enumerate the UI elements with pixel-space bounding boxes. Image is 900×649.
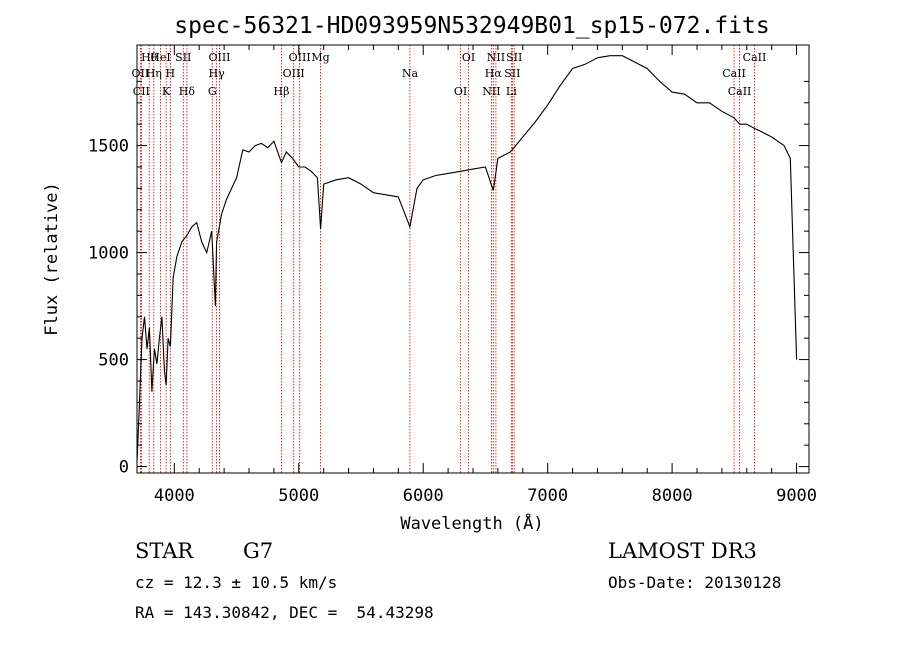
x-tick-label: 6000 [403, 486, 444, 506]
x-tick-label: 8000 [652, 486, 693, 506]
survey-name: LAMOST DR3 [608, 539, 757, 563]
x-tick-label: 9000 [776, 486, 817, 506]
chart-title: spec-56321-HD093959N532949B01_sp15-072.f… [174, 13, 769, 39]
line-label: G [208, 85, 217, 98]
coordinates-text: RA = 143.30842, DEC = 54.43298 [135, 603, 434, 622]
line-label: Hγ [209, 67, 226, 80]
observation-date: Obs-Date: 20130128 [608, 573, 782, 592]
line-label: NII [482, 85, 500, 98]
x-tick-label: 4000 [154, 486, 195, 506]
line-label: Hη [146, 67, 162, 80]
line-label: OI [462, 51, 475, 64]
line-label: H [166, 67, 176, 80]
line-label: Li [506, 85, 517, 98]
line-label: SII [506, 51, 522, 64]
y-tick-label: 1500 [88, 137, 129, 157]
line-label: Na [402, 67, 419, 80]
y-tick-label: 1000 [88, 244, 129, 264]
redshift-text: cz = 12.3 ± 10.5 km/s [135, 573, 338, 592]
line-label: SII [504, 67, 520, 80]
line-label: Mg [311, 51, 329, 64]
line-label: OIII [289, 51, 311, 64]
y-axis-label: Flux (relative) [42, 182, 62, 336]
line-label: CaII [722, 67, 746, 80]
object-class: STAR [135, 539, 194, 563]
line-label: Hδ [179, 85, 196, 98]
line-label: HeI [150, 51, 170, 64]
x-tick-label: 7000 [527, 486, 568, 506]
spectrum-line [136, 55, 798, 463]
line-label: OII [132, 67, 150, 80]
line-label: CaII [743, 51, 767, 64]
y-tick-label: 0 [119, 458, 129, 478]
line-labels: Hθ OII CII HeI HηK SII HHδ OIII Hγ G OIII OIII Hβ Mg N… [132, 51, 767, 98]
line-label: Hβ [274, 85, 290, 98]
axis-ticks: 4000 5000 6000 7000 8000 9000 0 500 1000 1500 [88, 45, 817, 506]
line-label: CII [133, 85, 150, 98]
line-label: CaII [728, 85, 752, 98]
plot-frame [136, 44, 810, 474]
line-markers [139, 45, 755, 473]
line-label: K [162, 85, 171, 98]
x-axis-label: Wavelength (Å) [400, 512, 543, 534]
line-label: Hθ [141, 51, 158, 64]
line-label: NII [487, 51, 505, 64]
x-tick-label: 5000 [278, 486, 319, 506]
line-label: SII [175, 51, 191, 64]
line-label: Hα [485, 67, 503, 80]
line-label: OIII [208, 51, 230, 64]
line-label: OI [454, 85, 467, 98]
y-tick-label: 500 [98, 351, 129, 371]
line-label: OIII [283, 67, 305, 80]
object-subclass: G7 [243, 539, 274, 563]
